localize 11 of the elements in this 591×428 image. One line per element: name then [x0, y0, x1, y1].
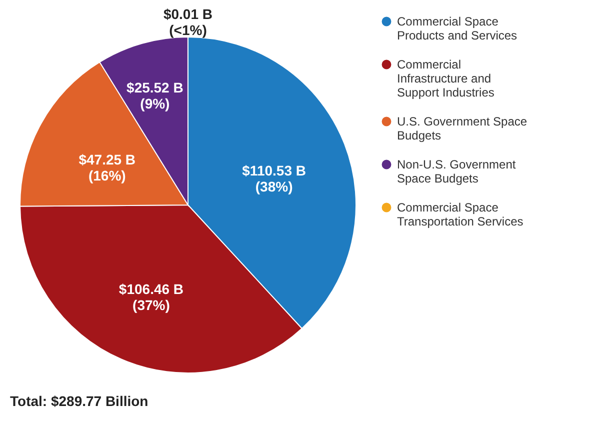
data-label: $47.25 B (16%): [78, 151, 136, 184]
legend-label: U.S. Government Space Budgets: [397, 114, 528, 142]
data-label: $25.52 B (9%): [126, 80, 184, 112]
legend-label: Commercial Infrastructure and Support Industries: [397, 58, 494, 100]
data-label: $0.01 B (<1%): [163, 6, 213, 38]
legend-label: Commercial Space Products and Services: [397, 14, 518, 42]
data-label: $106.46 B (37%): [118, 280, 184, 313]
data-label: $110.53 B (38%): [242, 162, 306, 194]
text: Total: $289.77 Billion: [10, 393, 148, 409]
legend-label: Commercial Space Transportation Services: [397, 200, 524, 228]
legend-label: Non-U.S. Government Space Budgets: [397, 158, 516, 186]
